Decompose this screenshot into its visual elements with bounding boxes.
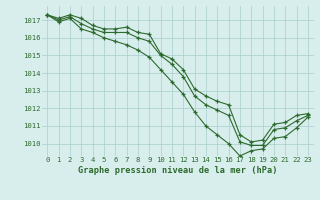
X-axis label: Graphe pression niveau de la mer (hPa): Graphe pression niveau de la mer (hPa) [78, 166, 277, 175]
